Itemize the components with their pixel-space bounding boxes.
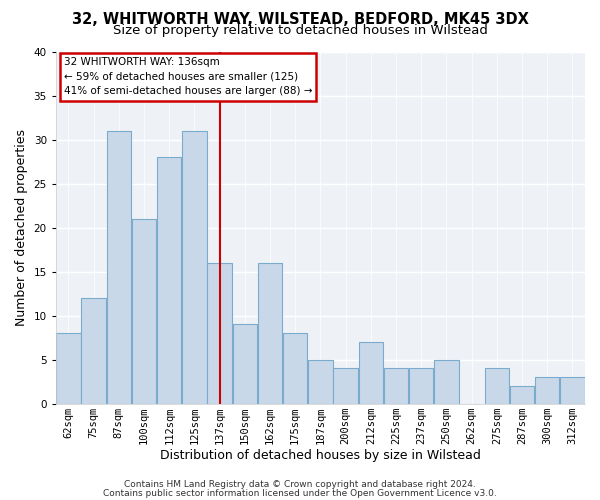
Bar — [535, 378, 559, 404]
Text: 32 WHITWORTH WAY: 136sqm
← 59% of detached houses are smaller (125)
41% of semi-: 32 WHITWORTH WAY: 136sqm ← 59% of detach… — [64, 57, 312, 96]
X-axis label: Distribution of detached houses by size in Wilstead: Distribution of detached houses by size … — [160, 450, 481, 462]
Bar — [283, 333, 307, 404]
Bar — [258, 263, 282, 404]
Bar — [82, 298, 106, 404]
Text: Size of property relative to detached houses in Wilstead: Size of property relative to detached ho… — [113, 24, 487, 37]
Bar — [308, 360, 332, 404]
Bar — [485, 368, 509, 404]
Text: Contains public sector information licensed under the Open Government Licence v3: Contains public sector information licen… — [103, 488, 497, 498]
Text: Contains HM Land Registry data © Crown copyright and database right 2024.: Contains HM Land Registry data © Crown c… — [124, 480, 476, 489]
Text: 32, WHITWORTH WAY, WILSTEAD, BEDFORD, MK45 3DX: 32, WHITWORTH WAY, WILSTEAD, BEDFORD, MK… — [71, 12, 529, 28]
Bar — [359, 342, 383, 404]
Bar — [132, 219, 156, 404]
Bar — [56, 333, 80, 404]
Bar — [409, 368, 433, 404]
Bar — [107, 130, 131, 404]
Bar — [182, 130, 206, 404]
Y-axis label: Number of detached properties: Number of detached properties — [15, 129, 28, 326]
Bar — [233, 324, 257, 404]
Bar — [334, 368, 358, 404]
Bar — [434, 360, 458, 404]
Bar — [560, 378, 584, 404]
Bar — [510, 386, 534, 404]
Bar — [208, 263, 232, 404]
Bar — [157, 157, 181, 404]
Bar — [384, 368, 408, 404]
